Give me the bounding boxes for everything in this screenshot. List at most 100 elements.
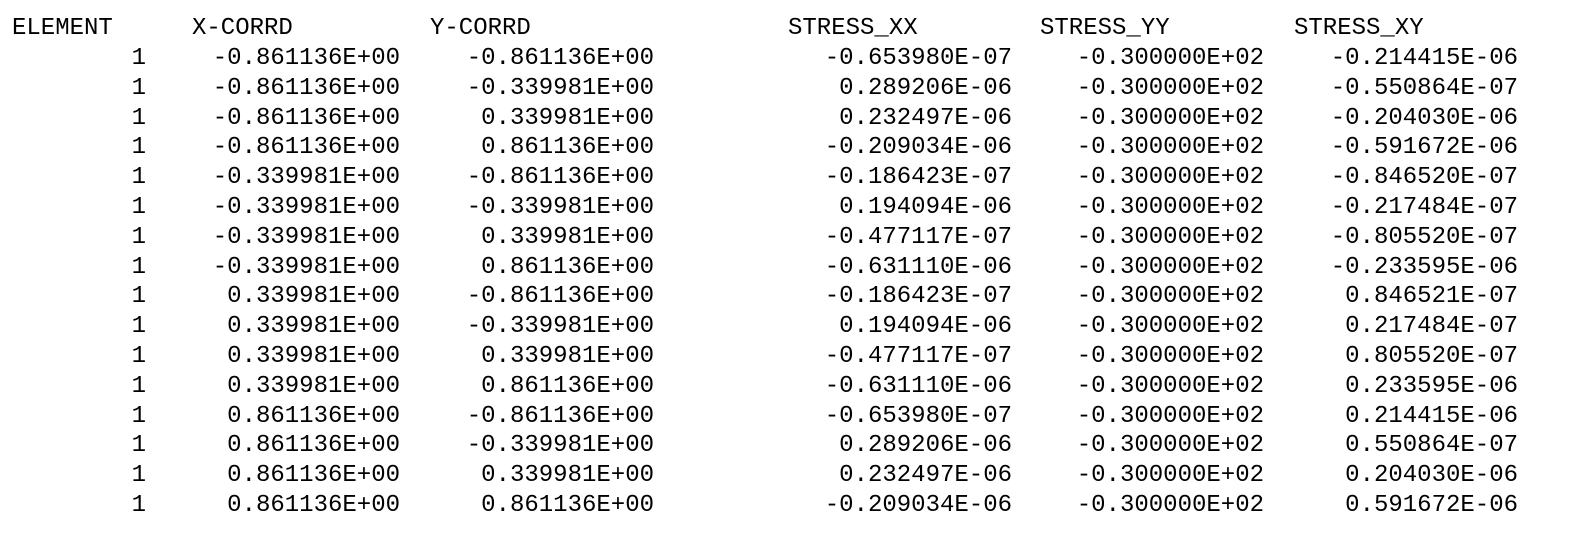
element-cell: 1 [131, 223, 146, 251]
element-cell: 1 [131, 313, 146, 341]
element-cell: 1 [131, 45, 146, 72]
stress-yy-cell: -0.300000E+02 [1076, 164, 1264, 192]
stress-xx-cell: -0.653980E-07 [824, 402, 1012, 430]
stress-xy-cell: -0.204030E-06 [1330, 104, 1518, 132]
header-y-coord: Y-CORRD [430, 15, 531, 42]
x-coord-cell: 0.339981E+00 [227, 313, 400, 341]
stress-xy-cell: 0.846521E-07 [1345, 283, 1518, 311]
y-coord-cell: -0.861136E+00 [466, 283, 654, 311]
x-coord-cell: 0.861136E+00 [227, 492, 400, 519]
stress-yy-cell: -0.300000E+02 [1076, 194, 1264, 221]
x-coord-cell: 0.861136E+00 [227, 462, 400, 490]
x-coord-cell: -0.861136E+00 [212, 74, 400, 102]
header-stress-yy: STRESS_YY [1040, 15, 1170, 42]
stress-xy-cell: -0.591672E-06 [1330, 134, 1518, 162]
x-coord-cell: -0.861136E+00 [212, 134, 400, 162]
stress-yy-cell: -0.300000E+02 [1076, 462, 1264, 490]
element-cell: 1 [131, 164, 146, 192]
element-cell: 1 [131, 283, 146, 311]
x-coord-cell: -0.339981E+00 [212, 164, 400, 192]
stress-xy-cell: -0.846520E-07 [1330, 164, 1518, 192]
stress-xx-cell: -0.477117E-07 [824, 343, 1012, 370]
stress-xx-cell: 0.232497E-06 [839, 104, 1012, 132]
stress-xx-cell: -0.209034E-06 [824, 134, 1012, 162]
x-coord-cell: 0.861136E+00 [227, 402, 400, 430]
stress-xx-cell: 0.232497E-06 [839, 462, 1012, 490]
element-cell: 1 [131, 134, 146, 162]
stress-yy-cell: -0.300000E+02 [1076, 104, 1264, 132]
element-cell: 1 [131, 74, 146, 102]
element-cell: 1 [131, 343, 146, 370]
stress-yy-cell: -0.300000E+02 [1076, 134, 1264, 162]
stress-xx-cell: 0.194094E-06 [839, 194, 1012, 221]
y-coord-cell: -0.339981E+00 [466, 432, 654, 460]
stress-xx-cell: -0.477117E-07 [824, 223, 1012, 251]
y-coord-cell: -0.861136E+00 [466, 164, 654, 192]
stress-yy-cell: -0.300000E+02 [1076, 343, 1264, 370]
stress-xx-cell: -0.631110E-06 [824, 372, 1012, 400]
stress-xy-cell: 0.591672E-06 [1345, 492, 1518, 519]
x-coord-cell: 0.339981E+00 [227, 283, 400, 311]
element-cell: 1 [131, 462, 146, 490]
stress-xx-cell: 0.289206E-06 [839, 432, 1012, 460]
y-coord-cell: 0.339981E+00 [481, 343, 654, 370]
x-coord-cell: 0.861136E+00 [227, 432, 400, 460]
element-cell: 1 [131, 253, 146, 281]
header-stress-xy: STRESS_XY [1294, 15, 1424, 42]
stress-xx-cell: -0.186423E-07 [824, 283, 1012, 311]
x-coord-cell: -0.339981E+00 [212, 253, 400, 281]
y-coord-cell: -0.861136E+00 [466, 45, 654, 72]
header-element: ELEMENT [12, 15, 113, 42]
x-coord-cell: 0.339981E+00 [227, 343, 400, 370]
stress-xy-cell: 0.204030E-06 [1345, 462, 1518, 490]
stress-xx-cell: 0.194094E-06 [839, 313, 1012, 341]
y-coord-cell: 0.339981E+00 [481, 223, 654, 251]
y-coord-cell: 0.861136E+00 [481, 492, 654, 519]
y-coord-cell: -0.339981E+00 [466, 194, 654, 221]
x-coord-cell: -0.861136E+00 [212, 45, 400, 72]
y-coord-cell: 0.861136E+00 [481, 134, 654, 162]
y-coord-cell: 0.861136E+00 [481, 253, 654, 281]
stress-yy-cell: -0.300000E+02 [1076, 223, 1264, 251]
y-coord-cell: 0.861136E+00 [481, 372, 654, 400]
stress-yy-cell: -0.300000E+02 [1076, 402, 1264, 430]
element-cell: 1 [131, 432, 146, 460]
x-coord-cell: -0.339981E+00 [212, 223, 400, 251]
element-cell: 1 [131, 194, 146, 221]
stress-yy-cell: -0.300000E+02 [1076, 372, 1264, 400]
stress-xy-cell: 0.550864E-07 [1345, 432, 1518, 460]
x-coord-cell: -0.339981E+00 [212, 194, 400, 221]
y-coord-cell: -0.861136E+00 [466, 402, 654, 430]
stress-xy-cell: -0.233595E-06 [1330, 253, 1518, 281]
stress-xy-cell: -0.214415E-06 [1330, 45, 1518, 72]
stress-xy-cell: -0.550864E-07 [1330, 74, 1518, 102]
stress-xy-cell: 0.214415E-06 [1345, 402, 1518, 430]
x-coord-cell: -0.861136E+00 [212, 104, 400, 132]
element-cell: 1 [131, 492, 146, 519]
stress-xx-cell: -0.631110E-06 [824, 253, 1012, 281]
stress-yy-cell: -0.300000E+02 [1076, 45, 1264, 72]
stress-yy-cell: -0.300000E+02 [1076, 283, 1264, 311]
element-cell: 1 [131, 402, 146, 430]
header-x-coord: X-CORRD [192, 15, 293, 42]
y-coord-cell: -0.339981E+00 [466, 74, 654, 102]
stress-xx-cell: -0.186423E-07 [824, 164, 1012, 192]
element-cell: 1 [131, 372, 146, 400]
stress-xy-cell: -0.805520E-07 [1330, 223, 1518, 251]
header-stress-xx: STRESS_XX [788, 15, 918, 42]
stress-yy-cell: -0.300000E+02 [1076, 492, 1264, 519]
stress-xx-cell: -0.209034E-06 [824, 492, 1012, 519]
stress-xy-cell: 0.233595E-06 [1345, 372, 1518, 400]
y-coord-cell: -0.339981E+00 [466, 313, 654, 341]
y-coord-cell: 0.339981E+00 [481, 462, 654, 490]
stress-xy-cell: -0.217484E-07 [1330, 194, 1518, 221]
stress-yy-cell: -0.300000E+02 [1076, 74, 1264, 102]
stress-xy-cell: 0.217484E-07 [1345, 313, 1518, 341]
x-coord-cell: 0.339981E+00 [227, 372, 400, 400]
stress-yy-cell: -0.300000E+02 [1076, 313, 1264, 341]
stress-xy-cell: 0.805520E-07 [1345, 343, 1518, 370]
stress-xx-cell: 0.289206E-06 [839, 74, 1012, 102]
element-cell: 1 [131, 104, 146, 132]
stress-yy-cell: -0.300000E+02 [1076, 432, 1264, 460]
